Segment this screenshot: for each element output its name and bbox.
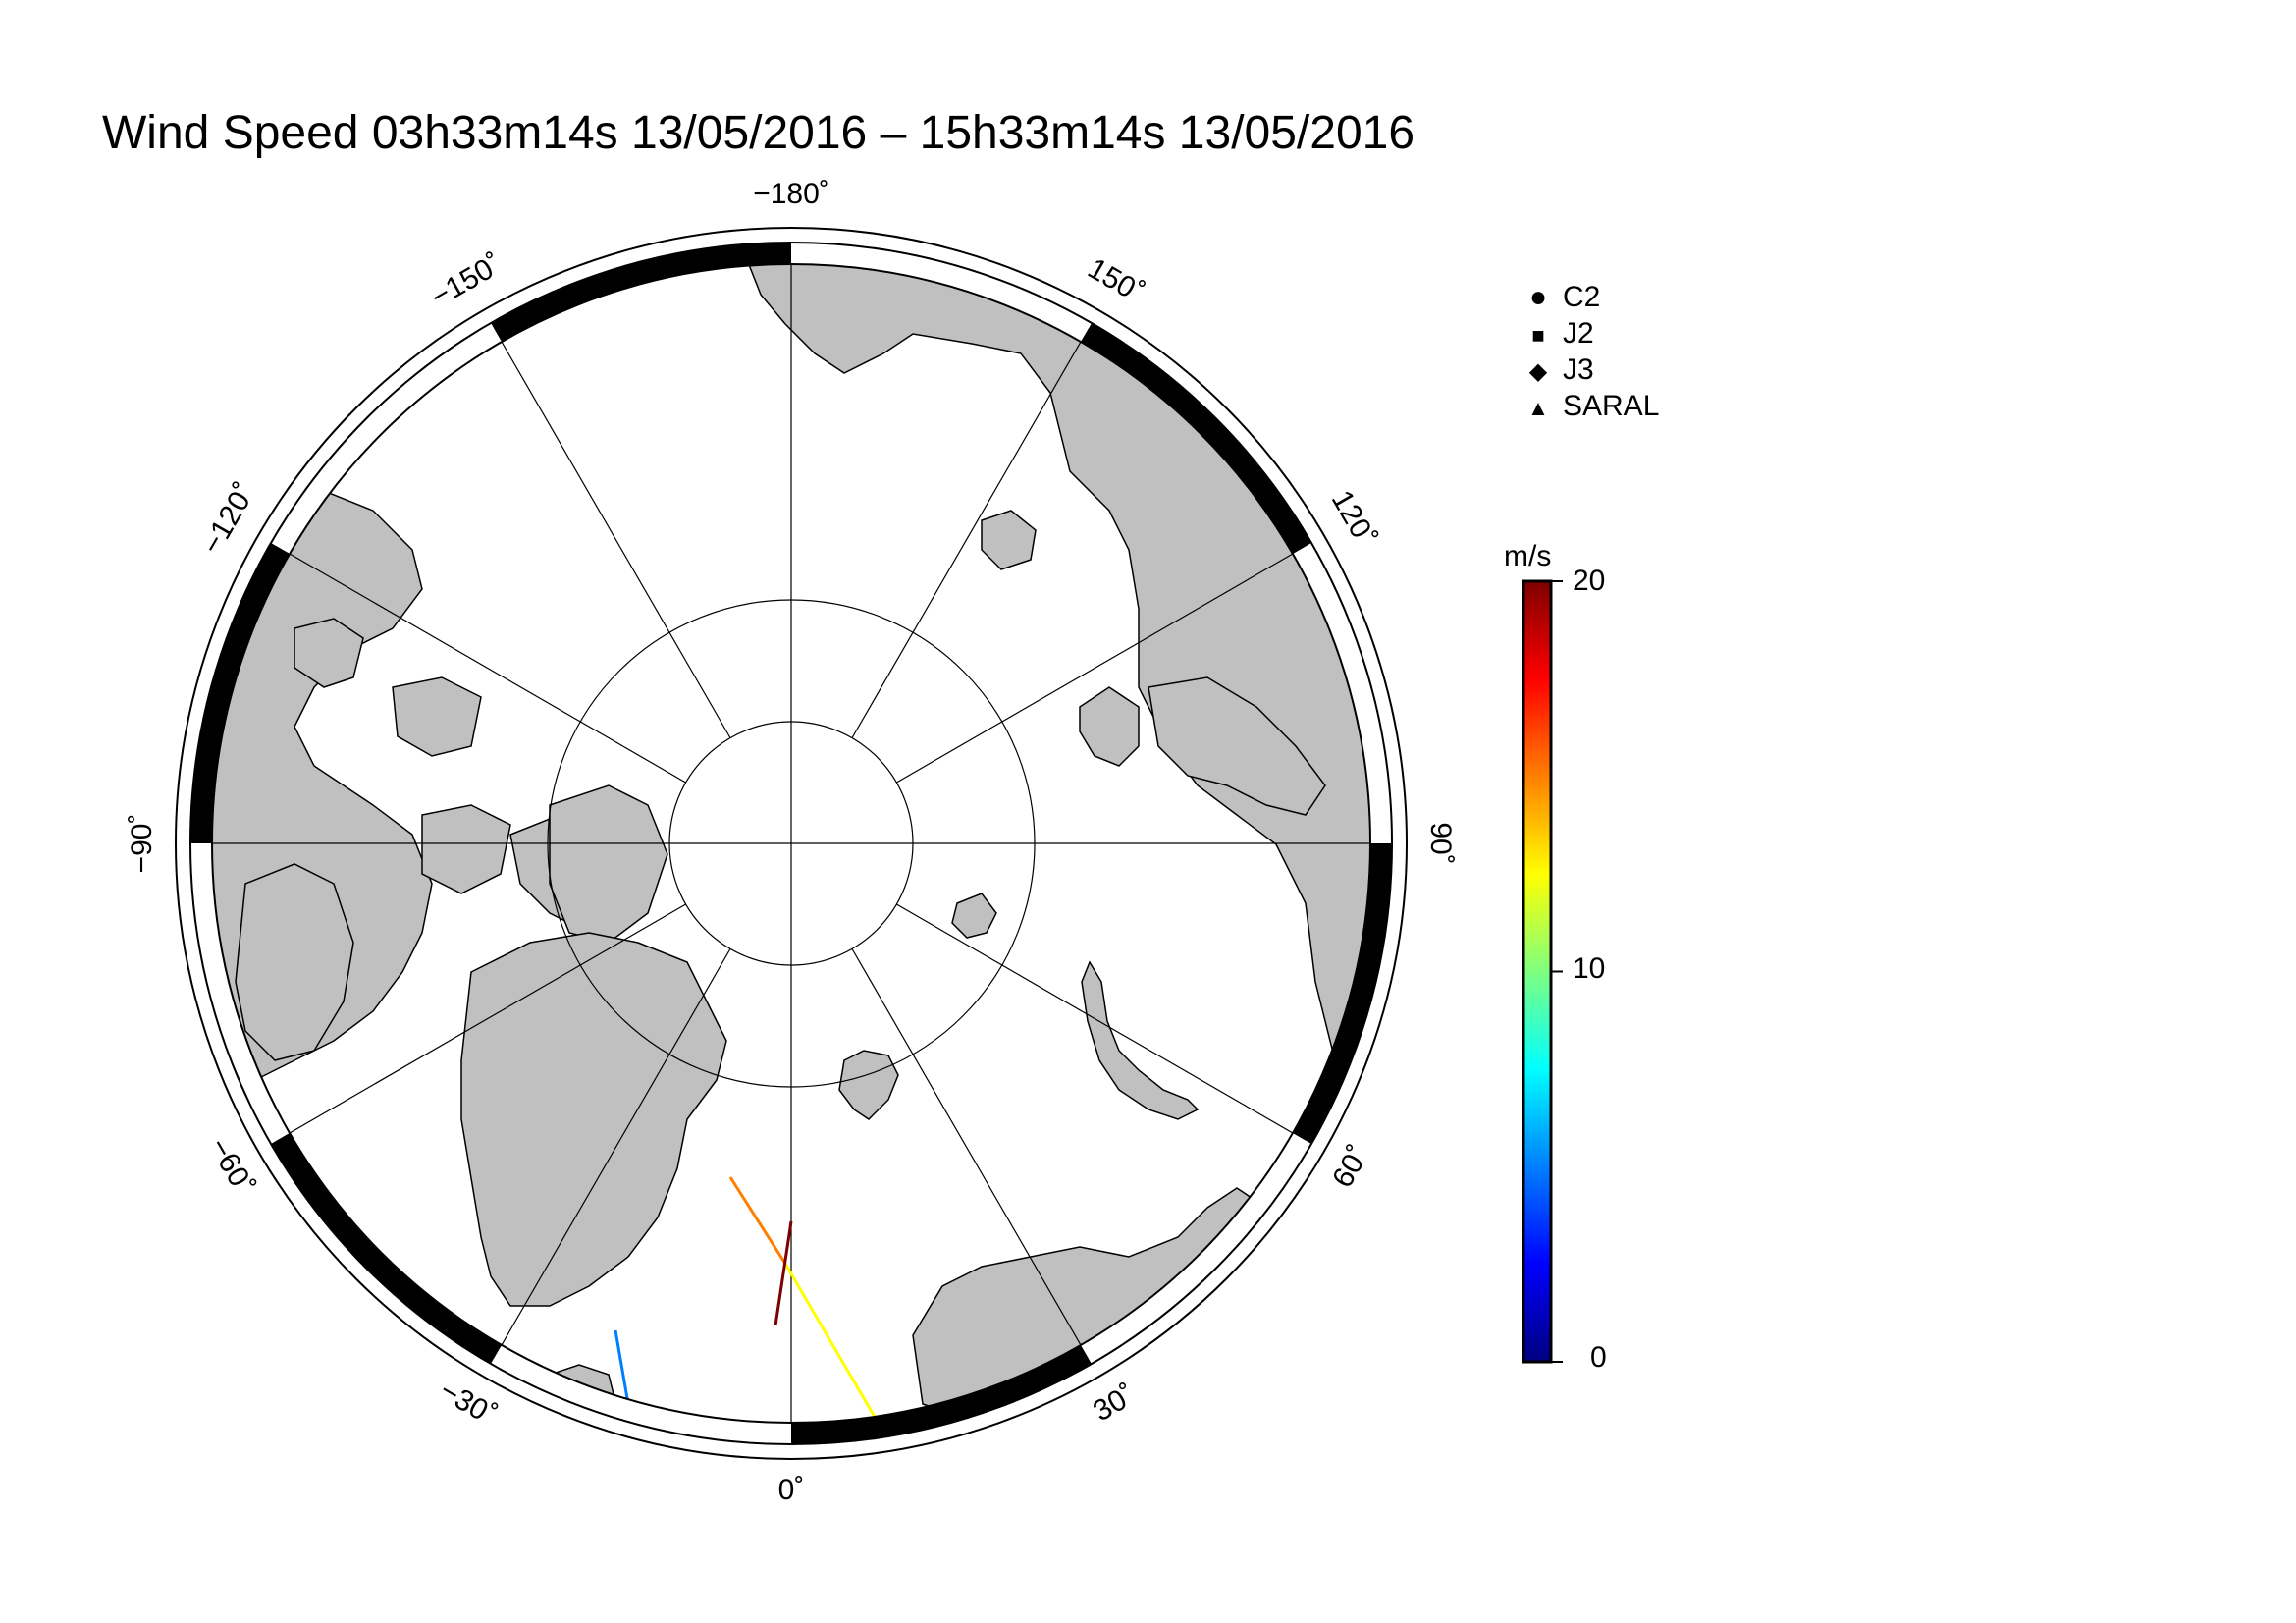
- land-archipelago-1: [294, 618, 364, 688]
- meridian-line: [493, 948, 731, 1360]
- frame-band: [791, 243, 1092, 343]
- longitude-label: 0˚: [778, 1474, 805, 1506]
- frame-band: [1081, 1133, 1312, 1365]
- meridian-line: [275, 545, 686, 784]
- longitude-label: −60˚: [202, 1133, 260, 1201]
- longitude-label: 30˚: [1088, 1379, 1141, 1428]
- land-archipelago-3: [421, 804, 511, 894]
- land-franz-josef: [951, 893, 997, 939]
- land-kara-coast: [1148, 676, 1326, 816]
- frame-band: [190, 843, 291, 1144]
- legend-item-j2: ■ J2: [1523, 317, 1594, 351]
- track-blue: [614, 1329, 630, 1405]
- triangle-icon: ▲: [1527, 396, 1549, 420]
- colorbar-tick-label-mid: 10: [1573, 952, 1606, 985]
- colorbar: [1522, 579, 1553, 1364]
- legend-item-c2: ● C2: [1523, 281, 1600, 314]
- meridian-line: [851, 327, 1090, 738]
- meridian-line: [896, 903, 1308, 1142]
- longitude-label: −90˚: [126, 814, 158, 874]
- track-yellow: [783, 1263, 883, 1430]
- legend-item-saral: ▲ SARAL: [1523, 390, 1659, 423]
- longitude-label: −30˚: [434, 1375, 502, 1433]
- longitude-label: 90˚: [1424, 822, 1457, 864]
- legend-label: C2: [1563, 281, 1601, 313]
- circle-icon: ●: [1528, 281, 1548, 313]
- frame-band: [1081, 322, 1312, 554]
- land-new-siberian: [981, 510, 1037, 570]
- meridian-line: [275, 903, 686, 1142]
- diamond-icon: ◆: [1528, 358, 1548, 385]
- legend-item-j3: ◆ J3: [1523, 353, 1594, 387]
- colorbar-ticks: [1551, 580, 1563, 1363]
- legend-label: J3: [1563, 353, 1594, 386]
- longitude-label: −180˚: [753, 178, 829, 210]
- land-ellesmere: [549, 784, 668, 944]
- land-severnaya-zemlya: [1079, 686, 1140, 767]
- frame-label-circle: [175, 227, 1408, 1460]
- colorbar-unit: m/s: [1504, 540, 1552, 572]
- frame-band: [491, 243, 791, 343]
- land-greenland: [460, 932, 727, 1307]
- frame-inner-circle: [211, 263, 1371, 1424]
- land-novaya-zemlya: [1081, 960, 1200, 1120]
- longitude-label: 60˚: [1326, 1140, 1375, 1193]
- land-svalbard: [838, 1050, 899, 1120]
- colorbar-tick-label-min: 0: [1590, 1341, 1607, 1374]
- track-orange: [728, 1176, 787, 1265]
- frame-band: [270, 1133, 502, 1365]
- frame-outer-circle: [189, 242, 1393, 1445]
- colorbar-tick-label-max: 20: [1573, 565, 1606, 597]
- meridian-line: [493, 327, 731, 738]
- longitude-label: 120˚: [1325, 485, 1383, 553]
- map-title: Wind Speed 03h33m14s 13/05/2016 – 15h33m…: [102, 107, 1415, 159]
- square-icon: ■: [1531, 323, 1545, 348]
- land-archipelago-2: [392, 676, 482, 757]
- frame-band: [270, 322, 502, 554]
- graticule: [196, 248, 1386, 1438]
- legend-label: J2: [1563, 317, 1594, 350]
- longitude-label: 150˚: [1083, 252, 1150, 310]
- map-frame: [175, 227, 1408, 1460]
- frame-band: [791, 1344, 1092, 1444]
- frame-band: [190, 543, 291, 843]
- land-baffin: [235, 863, 354, 1061]
- meridian-line: [851, 948, 1090, 1360]
- legend-label: SARAL: [1563, 390, 1660, 422]
- track-darkred: [774, 1220, 793, 1326]
- meridian-line: [896, 545, 1308, 784]
- frame-band: [1292, 543, 1392, 843]
- frame-band: [491, 1344, 791, 1444]
- land-russia: [744, 248, 1386, 1179]
- frame-band: [1292, 843, 1392, 1144]
